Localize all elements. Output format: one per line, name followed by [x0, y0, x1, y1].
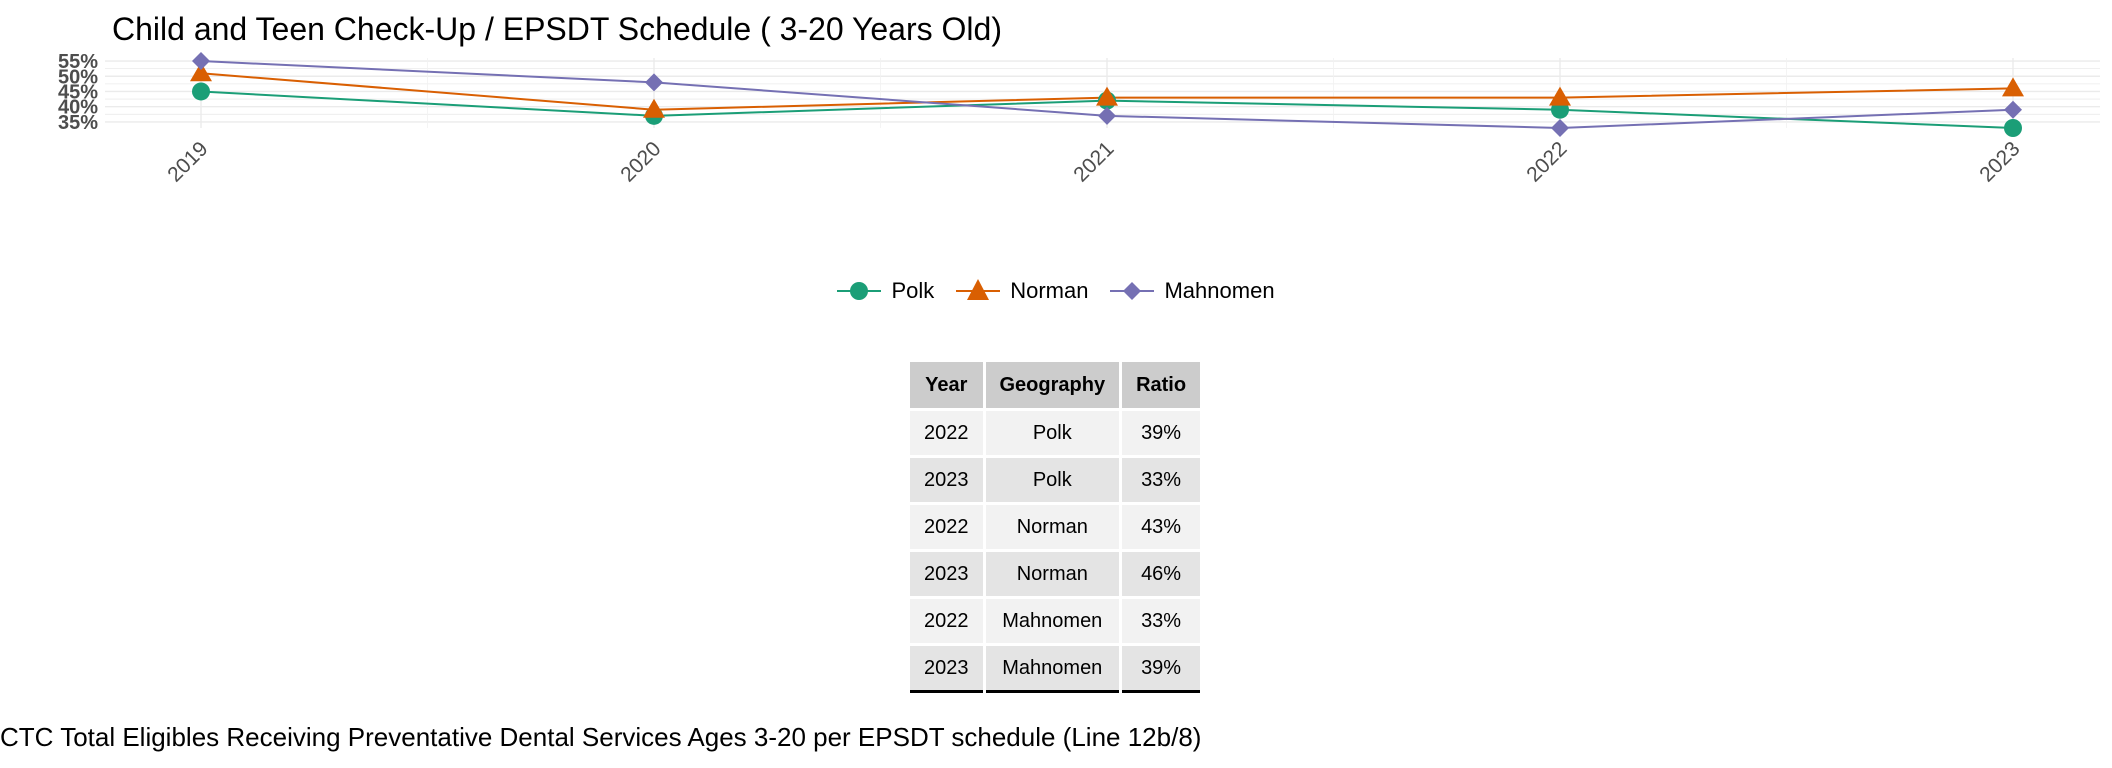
x-tick-label: 2020: [616, 137, 665, 186]
data-point-norman: [190, 62, 212, 82]
table-cell-year: 2023: [910, 643, 986, 692]
table-cell-ratio: 33%: [1120, 455, 1201, 504]
legend-item-norman[interactable]: Norman: [956, 276, 1088, 306]
data-point-norman: [1096, 86, 1118, 106]
table-header-geography: Geography: [984, 362, 1123, 410]
data-point-polk: [192, 82, 210, 101]
data-table: Year Geography Ratio 2022 Polk 39% 2023 …: [910, 362, 1201, 693]
y-axis-ticks: 35%40%45%50%55%: [58, 51, 98, 134]
y-tick-label: 50%: [58, 66, 98, 88]
table-cell-geography: Mahnomen: [984, 596, 1123, 645]
legend-label: Polk: [891, 278, 935, 303]
legend-label: Norman: [1010, 278, 1089, 303]
x-tick-label: 2019: [163, 137, 212, 186]
table-header-row: Year Geography Ratio: [910, 362, 1201, 410]
x-tick-label: 2023: [1975, 137, 2024, 186]
table-row: 2023 Polk 33%: [910, 455, 1201, 504]
y-tick-label: 55%: [58, 51, 98, 73]
table-cell-ratio: 46%: [1120, 549, 1201, 598]
data-point-norman: [643, 98, 665, 118]
chart-caption: CTC Total Eligibles Receiving Preventati…: [0, 722, 1202, 752]
data-point-mahnomen: [2004, 100, 2022, 119]
table-cell-geography: Mahnomen: [984, 643, 1123, 692]
y-tick-label: 35%: [58, 112, 98, 134]
data-point-mahnomen: [1098, 106, 1116, 125]
data-point-mahnomen: [645, 73, 663, 92]
table-cell-ratio: 33%: [1120, 596, 1201, 645]
data-point-mahnomen: [192, 52, 210, 71]
chart-legend: Polk Norman Mahnomen: [0, 276, 2112, 306]
table-cell-geography: Polk: [984, 408, 1123, 457]
x-tick-label: 2021: [1069, 137, 1118, 186]
table-row: 2023 Norman 46%: [910, 549, 1201, 598]
table-cell-geography: Norman: [984, 549, 1123, 598]
legend-key-circle-icon: [837, 282, 882, 300]
table-row: 2022 Mahnomen 33%: [910, 596, 1201, 645]
table-header-year: Year: [910, 362, 986, 410]
table-cell-year: 2022: [910, 408, 986, 457]
table-row: 2022 Polk 39%: [910, 408, 1201, 457]
y-tick-label: 45%: [58, 81, 98, 103]
legend-item-polk[interactable]: Polk: [837, 276, 934, 306]
data-point-mahnomen: [1551, 119, 1569, 137]
chart-title: Child and Teen Check-Up / EPSDT Schedule…: [112, 11, 1002, 47]
x-axis-ticks: 2019 2020 2021 2022 2023: [163, 137, 2024, 186]
table-row: 2022 Norman 43%: [910, 502, 1201, 551]
table-cell-year: 2023: [910, 455, 986, 504]
table-cell-ratio: 39%: [1120, 408, 1201, 457]
series-markers: [190, 52, 2024, 137]
data-point-norman: [2002, 77, 2024, 97]
legend-key-triangle-icon: [956, 279, 1001, 300]
x-tick-label: 2022: [1522, 137, 1571, 186]
table-cell-geography: Polk: [984, 455, 1123, 504]
table-header-ratio: Ratio: [1120, 362, 1201, 410]
table-cell-year: 2022: [910, 596, 986, 645]
data-point-polk: [2004, 119, 2022, 137]
legend-item-mahnomen[interactable]: Mahnomen: [1110, 276, 1275, 306]
table-cell-ratio: 39%: [1120, 643, 1201, 692]
table-cell-year: 2022: [910, 502, 986, 551]
table-row: 2023 Mahnomen 39%: [910, 643, 1201, 692]
legend-key-diamond-icon: [1110, 282, 1155, 300]
table-cell-year: 2023: [910, 549, 986, 598]
table-cell-ratio: 43%: [1120, 502, 1201, 551]
data-point-norman: [1549, 86, 1571, 106]
legend-label: Mahnomen: [1164, 278, 1275, 303]
y-tick-label: 40%: [58, 97, 98, 119]
line-chart: Child and Teen Check-Up / EPSDT Schedule…: [58, 11, 2100, 187]
table-cell-geography: Norman: [984, 502, 1123, 551]
